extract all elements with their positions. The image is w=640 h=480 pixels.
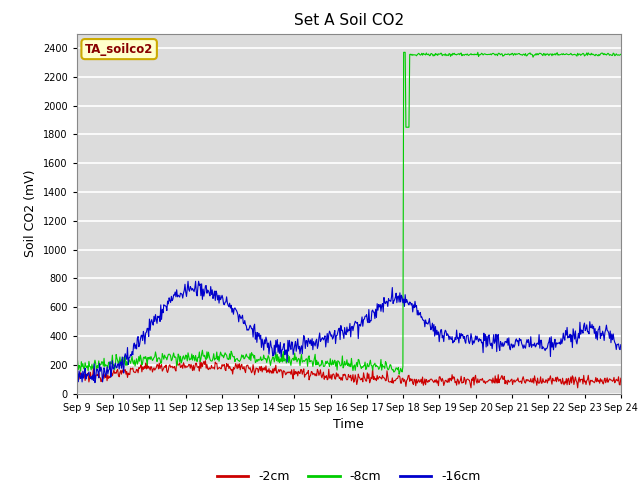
X-axis label: Time: Time: [333, 418, 364, 431]
Text: TA_soilco2: TA_soilco2: [85, 43, 154, 56]
Y-axis label: Soil CO2 (mV): Soil CO2 (mV): [24, 170, 38, 257]
Legend: -2cm, -8cm, -16cm: -2cm, -8cm, -16cm: [212, 465, 486, 480]
Title: Set A Soil CO2: Set A Soil CO2: [294, 13, 404, 28]
